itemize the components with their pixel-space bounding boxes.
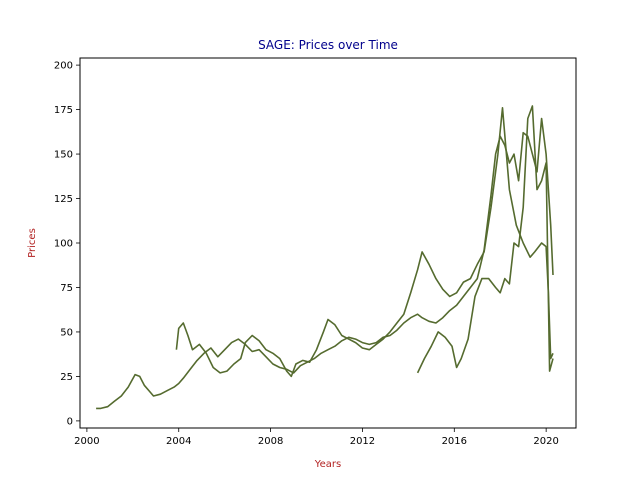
- x-tick-label: 2012: [350, 436, 375, 447]
- x-axis-label: Years: [314, 459, 341, 470]
- y-tick-label: 0: [67, 416, 73, 427]
- series-line-3: [416, 105, 554, 374]
- y-tick-label: 200: [54, 61, 73, 72]
- y-tick-label: 75: [60, 283, 73, 294]
- x-tick-label: 2016: [442, 436, 467, 447]
- y-axis: 0 25 50 75 100 125 150 175 200: [54, 61, 80, 427]
- y-tick-label: 25: [60, 372, 73, 383]
- series-line-1: [96, 117, 554, 410]
- y-tick-label: 150: [54, 150, 73, 161]
- y-tick-label: 100: [54, 239, 73, 250]
- y-axis-label: Prices: [27, 228, 38, 258]
- series-layer: [96, 105, 554, 410]
- series-line-2: [175, 107, 554, 378]
- y-tick-label: 125: [54, 194, 73, 205]
- y-tick-label: 50: [60, 327, 73, 338]
- x-tick-label: 2000: [74, 436, 99, 447]
- x-tick-label: 2004: [166, 436, 191, 447]
- chart-title: SAGE: Prices over Time: [258, 38, 398, 52]
- x-axis: 2000 2004 2008 2012 2016 2020: [74, 428, 559, 447]
- x-tick-label: 2008: [258, 436, 283, 447]
- x-tick-label: 2020: [533, 436, 558, 447]
- y-tick-label: 175: [54, 105, 73, 116]
